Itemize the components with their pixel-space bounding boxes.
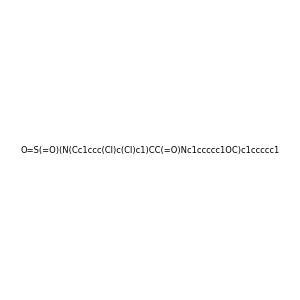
Text: O=S(=O)(N(Cc1ccc(Cl)c(Cl)c1)CC(=O)Nc1ccccc1OC)c1ccccc1: O=S(=O)(N(Cc1ccc(Cl)c(Cl)c1)CC(=O)Nc1ccc… — [20, 146, 280, 154]
